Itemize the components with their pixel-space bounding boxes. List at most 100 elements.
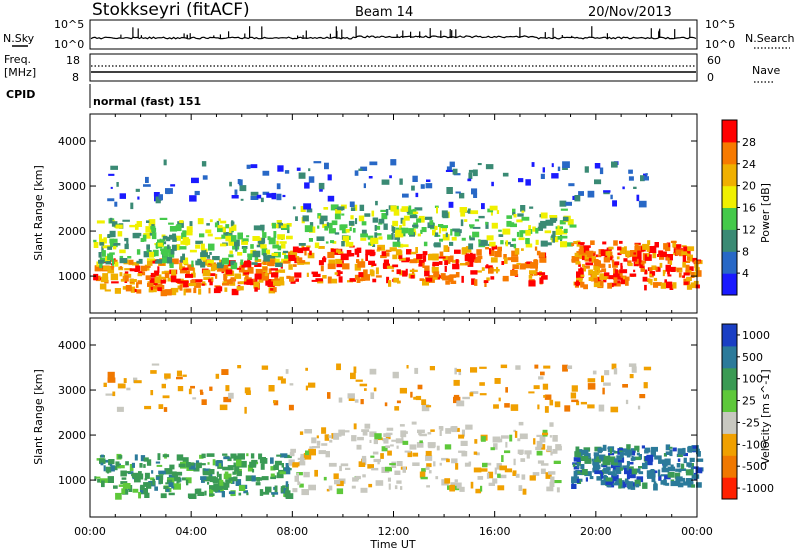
heatmap-cell [415, 247, 418, 254]
heatmap-cell [297, 481, 301, 486]
heatmap-cell [660, 282, 666, 289]
y-tick-label: 1000 [58, 270, 86, 283]
heatmap-cell [581, 449, 589, 455]
heatmap-cell [105, 259, 112, 265]
heatmap-cell [469, 226, 473, 229]
heatmap-cell [126, 387, 131, 391]
heatmap-cell [200, 243, 205, 251]
heatmap-cell [299, 483, 304, 488]
heatmap-cell [246, 235, 250, 238]
heatmap-cell [512, 212, 516, 216]
heatmap-cell [612, 469, 616, 475]
heatmap-cell [162, 454, 170, 458]
heatmap-cell [605, 477, 613, 482]
heatmap-cell [374, 232, 378, 239]
heatmap-cell [565, 242, 573, 247]
heatmap-cell [224, 471, 229, 475]
heatmap-cell [328, 462, 337, 467]
heatmap-cell [276, 193, 282, 201]
heatmap-cell [625, 250, 633, 256]
heatmap-cell [416, 253, 423, 260]
heatmap-cell [400, 486, 403, 490]
noise-panel-frame [89, 19, 698, 50]
heatmap-cell [107, 198, 115, 202]
heatmap-cell [594, 179, 602, 185]
heatmap-cell [129, 281, 135, 285]
heatmap-cell [475, 256, 482, 263]
heatmap-cell [251, 475, 256, 482]
heatmap-cell [575, 446, 580, 454]
heatmap-cell [347, 393, 355, 399]
heatmap-cell [512, 470, 517, 475]
heatmap-cell [442, 234, 450, 241]
heatmap-cell [387, 477, 391, 482]
heatmap-cell [296, 167, 301, 171]
heatmap-cell [505, 387, 508, 393]
heatmap-cell [683, 246, 688, 253]
heatmap-cell [476, 249, 482, 256]
heatmap-cell [189, 249, 197, 253]
heatmap-cell [338, 276, 343, 283]
heatmap-cell [421, 404, 430, 412]
heatmap-cell [264, 272, 268, 280]
heatmap-cell [460, 440, 468, 446]
heatmap-cell [274, 460, 282, 466]
heatmap-cell [420, 476, 428, 480]
velocity-x-ticks [89, 318, 698, 517]
heatmap-cell [519, 263, 526, 270]
heatmap-cell [375, 480, 384, 486]
heatmap-cell [575, 261, 581, 265]
heatmap-cell [672, 282, 677, 289]
heatmap-cell [305, 385, 308, 391]
heatmap-cell [608, 264, 611, 268]
heatmap-cell [418, 432, 422, 436]
heatmap-cell [144, 472, 150, 479]
heatmap-cell [96, 220, 105, 224]
y-tick-label: 3000 [58, 384, 86, 397]
heatmap-cell [311, 437, 317, 444]
heatmap-cell [648, 471, 655, 478]
heatmap-cell [298, 461, 306, 466]
velocity-y-title: Slant Range [km] [32, 369, 45, 465]
heatmap-cell [487, 208, 494, 213]
heatmap-cell [611, 161, 618, 168]
heatmap-cell [228, 477, 235, 481]
heatmap-cell [677, 458, 681, 462]
heatmap-cell [481, 267, 485, 271]
heatmap-cell [303, 203, 312, 210]
colorbar-tick-label: 12 [742, 223, 756, 236]
heatmap-cell [439, 462, 442, 466]
heatmap-cell [528, 225, 531, 230]
heatmap-cell [675, 476, 683, 480]
heatmap-cell [297, 247, 304, 254]
heatmap-cell [168, 252, 175, 258]
heatmap-cell [150, 370, 157, 374]
heatmap-cell [371, 210, 375, 217]
heatmap-cell [550, 451, 553, 456]
heatmap-cell [361, 258, 364, 263]
heatmap-cell [107, 267, 115, 274]
heatmap-cell [398, 254, 403, 259]
heatmap-cell [338, 429, 345, 436]
heatmap-cell [397, 280, 401, 284]
heatmap-cell [381, 251, 387, 256]
heatmap-cell [478, 215, 485, 219]
heatmap-cell [578, 249, 587, 256]
heatmap-cell [457, 229, 462, 234]
heatmap-cell [498, 397, 501, 402]
heatmap-cell [182, 253, 185, 261]
heatmap-cell [587, 190, 595, 198]
heatmap-cell [268, 268, 272, 275]
heatmap-cell [490, 210, 493, 216]
heatmap-cell [602, 465, 607, 468]
heatmap-cell [461, 451, 468, 457]
heatmap-cell [485, 246, 489, 250]
heatmap-cell [206, 259, 214, 264]
heatmap-cell [576, 280, 579, 287]
heatmap-cell [111, 281, 119, 284]
heatmap-cell [349, 278, 356, 282]
heatmap-cell [199, 389, 203, 392]
heatmap-cell [652, 251, 657, 259]
colorbar-tick-label: 1000 [742, 329, 770, 342]
noise-tick-top-right: 10^5 [705, 18, 735, 31]
